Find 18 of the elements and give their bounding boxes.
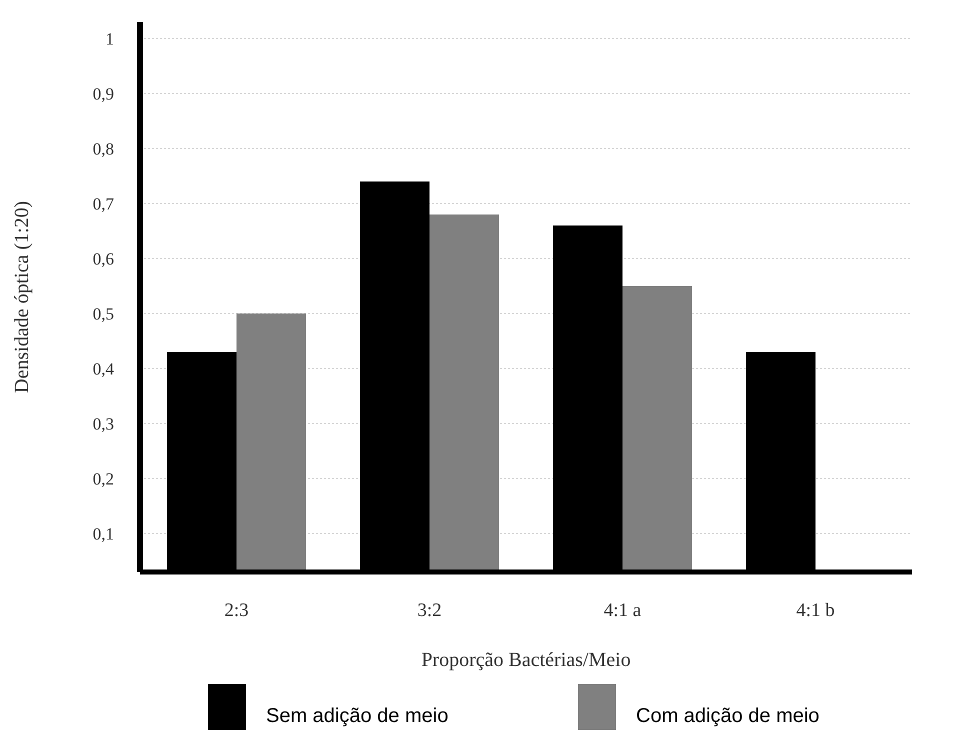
x-tick-label: 4:1 b — [796, 600, 835, 621]
y-tick-label: 0,6 — [92, 249, 114, 268]
y-tick-label: 0,5 — [92, 304, 114, 324]
y-tick-label: 0,1 — [92, 524, 114, 544]
x-axis-title: Proporção Bactérias/Meio — [421, 649, 631, 671]
y-tick-label: 0,3 — [92, 414, 114, 434]
y-tick-label: 0,7 — [92, 194, 114, 214]
y-tick-label: 0,4 — [92, 359, 114, 378]
x-tick-label: 2:3 — [224, 600, 249, 621]
x-tick-label: 4:1 a — [604, 600, 642, 621]
y-tick-label: 0,9 — [92, 84, 114, 104]
legend-label: Sem adição de meio — [266, 705, 448, 727]
y-tick-label: 0,2 — [92, 469, 114, 488]
y-axis-title: Densidade óptica (1:20) — [11, 200, 33, 394]
y-tick-label: 1 — [106, 29, 114, 48]
y-tick-label: 0,8 — [92, 139, 114, 158]
x-tick-label: 3:2 — [417, 600, 442, 621]
legend-label: Com adição de meio — [636, 705, 820, 727]
